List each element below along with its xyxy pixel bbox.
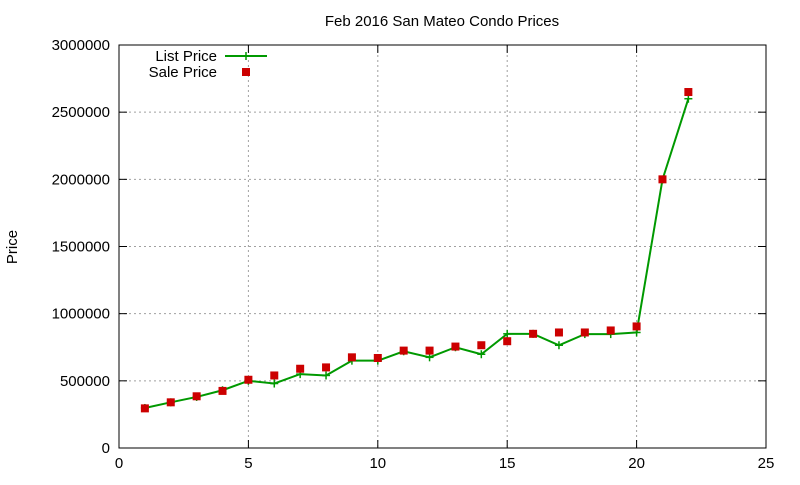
y-axis-label: Price: [4, 230, 21, 264]
sale-price-point: [322, 363, 331, 372]
sale-price-point: [270, 371, 279, 380]
y-tick-label: 0: [102, 440, 110, 457]
list-price-point: [554, 341, 563, 350]
sale-price-point: [399, 346, 408, 355]
y-tick-label: 1000000: [52, 306, 110, 323]
legend-label-list-price: List Price: [155, 48, 217, 65]
list-price-point: [270, 379, 279, 388]
list-price-point: [503, 329, 512, 338]
data-series: [140, 88, 693, 413]
sale-price-point: [425, 346, 434, 355]
list-price-point: [477, 350, 486, 359]
x-tick-label: 15: [499, 455, 516, 472]
sale-price-point: [244, 375, 253, 384]
sale-price-point: [166, 398, 175, 407]
plot-frame: [118, 44, 767, 449]
sale-price-point: [684, 88, 693, 97]
x-tick-label: 20: [628, 455, 645, 472]
y-tick-label: 500000: [60, 373, 110, 390]
list-price-point: [425, 353, 434, 362]
x-tick-label: 10: [369, 455, 386, 472]
sale-price-point: [192, 392, 201, 401]
y-tick-label: 2500000: [52, 104, 110, 121]
sale-price-point: [658, 175, 667, 184]
legend-marker-sale-price: [242, 68, 250, 76]
list-price-point: [684, 94, 693, 103]
sale-price-point: [606, 326, 615, 335]
sale-price-point: [373, 353, 382, 362]
chart-title: Feb 2016 San Mateo Condo Prices: [325, 13, 559, 30]
legend-marker-list-price: [242, 52, 250, 60]
y-tick-label: 2000000: [52, 171, 110, 188]
legend-label-sale-price: Sale Price: [149, 64, 217, 81]
sale-price-point: [529, 329, 538, 338]
sale-price-point: [554, 328, 563, 337]
list-price-line: [144, 98, 690, 409]
sale-price-point: [580, 328, 589, 337]
sale-price-point: [218, 386, 227, 395]
sale-price-point: [632, 322, 641, 331]
sale-price-point: [451, 342, 460, 351]
sale-price-point: [140, 404, 149, 413]
x-tick-label: 25: [758, 455, 775, 472]
sale-price-point: [296, 364, 305, 373]
y-tick-label: 3000000: [52, 37, 110, 54]
sale-price-point: [503, 337, 512, 346]
sale-price-point: [477, 341, 486, 350]
grid-lines: [119, 45, 766, 448]
y-tick-label: 1500000: [52, 239, 110, 256]
list-price-point: [322, 371, 331, 380]
axes: 0 5 10 15 20 25 0 500000 1000000 1500000 2000000 25…: [52, 37, 775, 472]
x-tick-label: 0: [115, 455, 123, 472]
x-tick-label: 5: [244, 455, 252, 472]
sale-price-point: [347, 353, 356, 362]
